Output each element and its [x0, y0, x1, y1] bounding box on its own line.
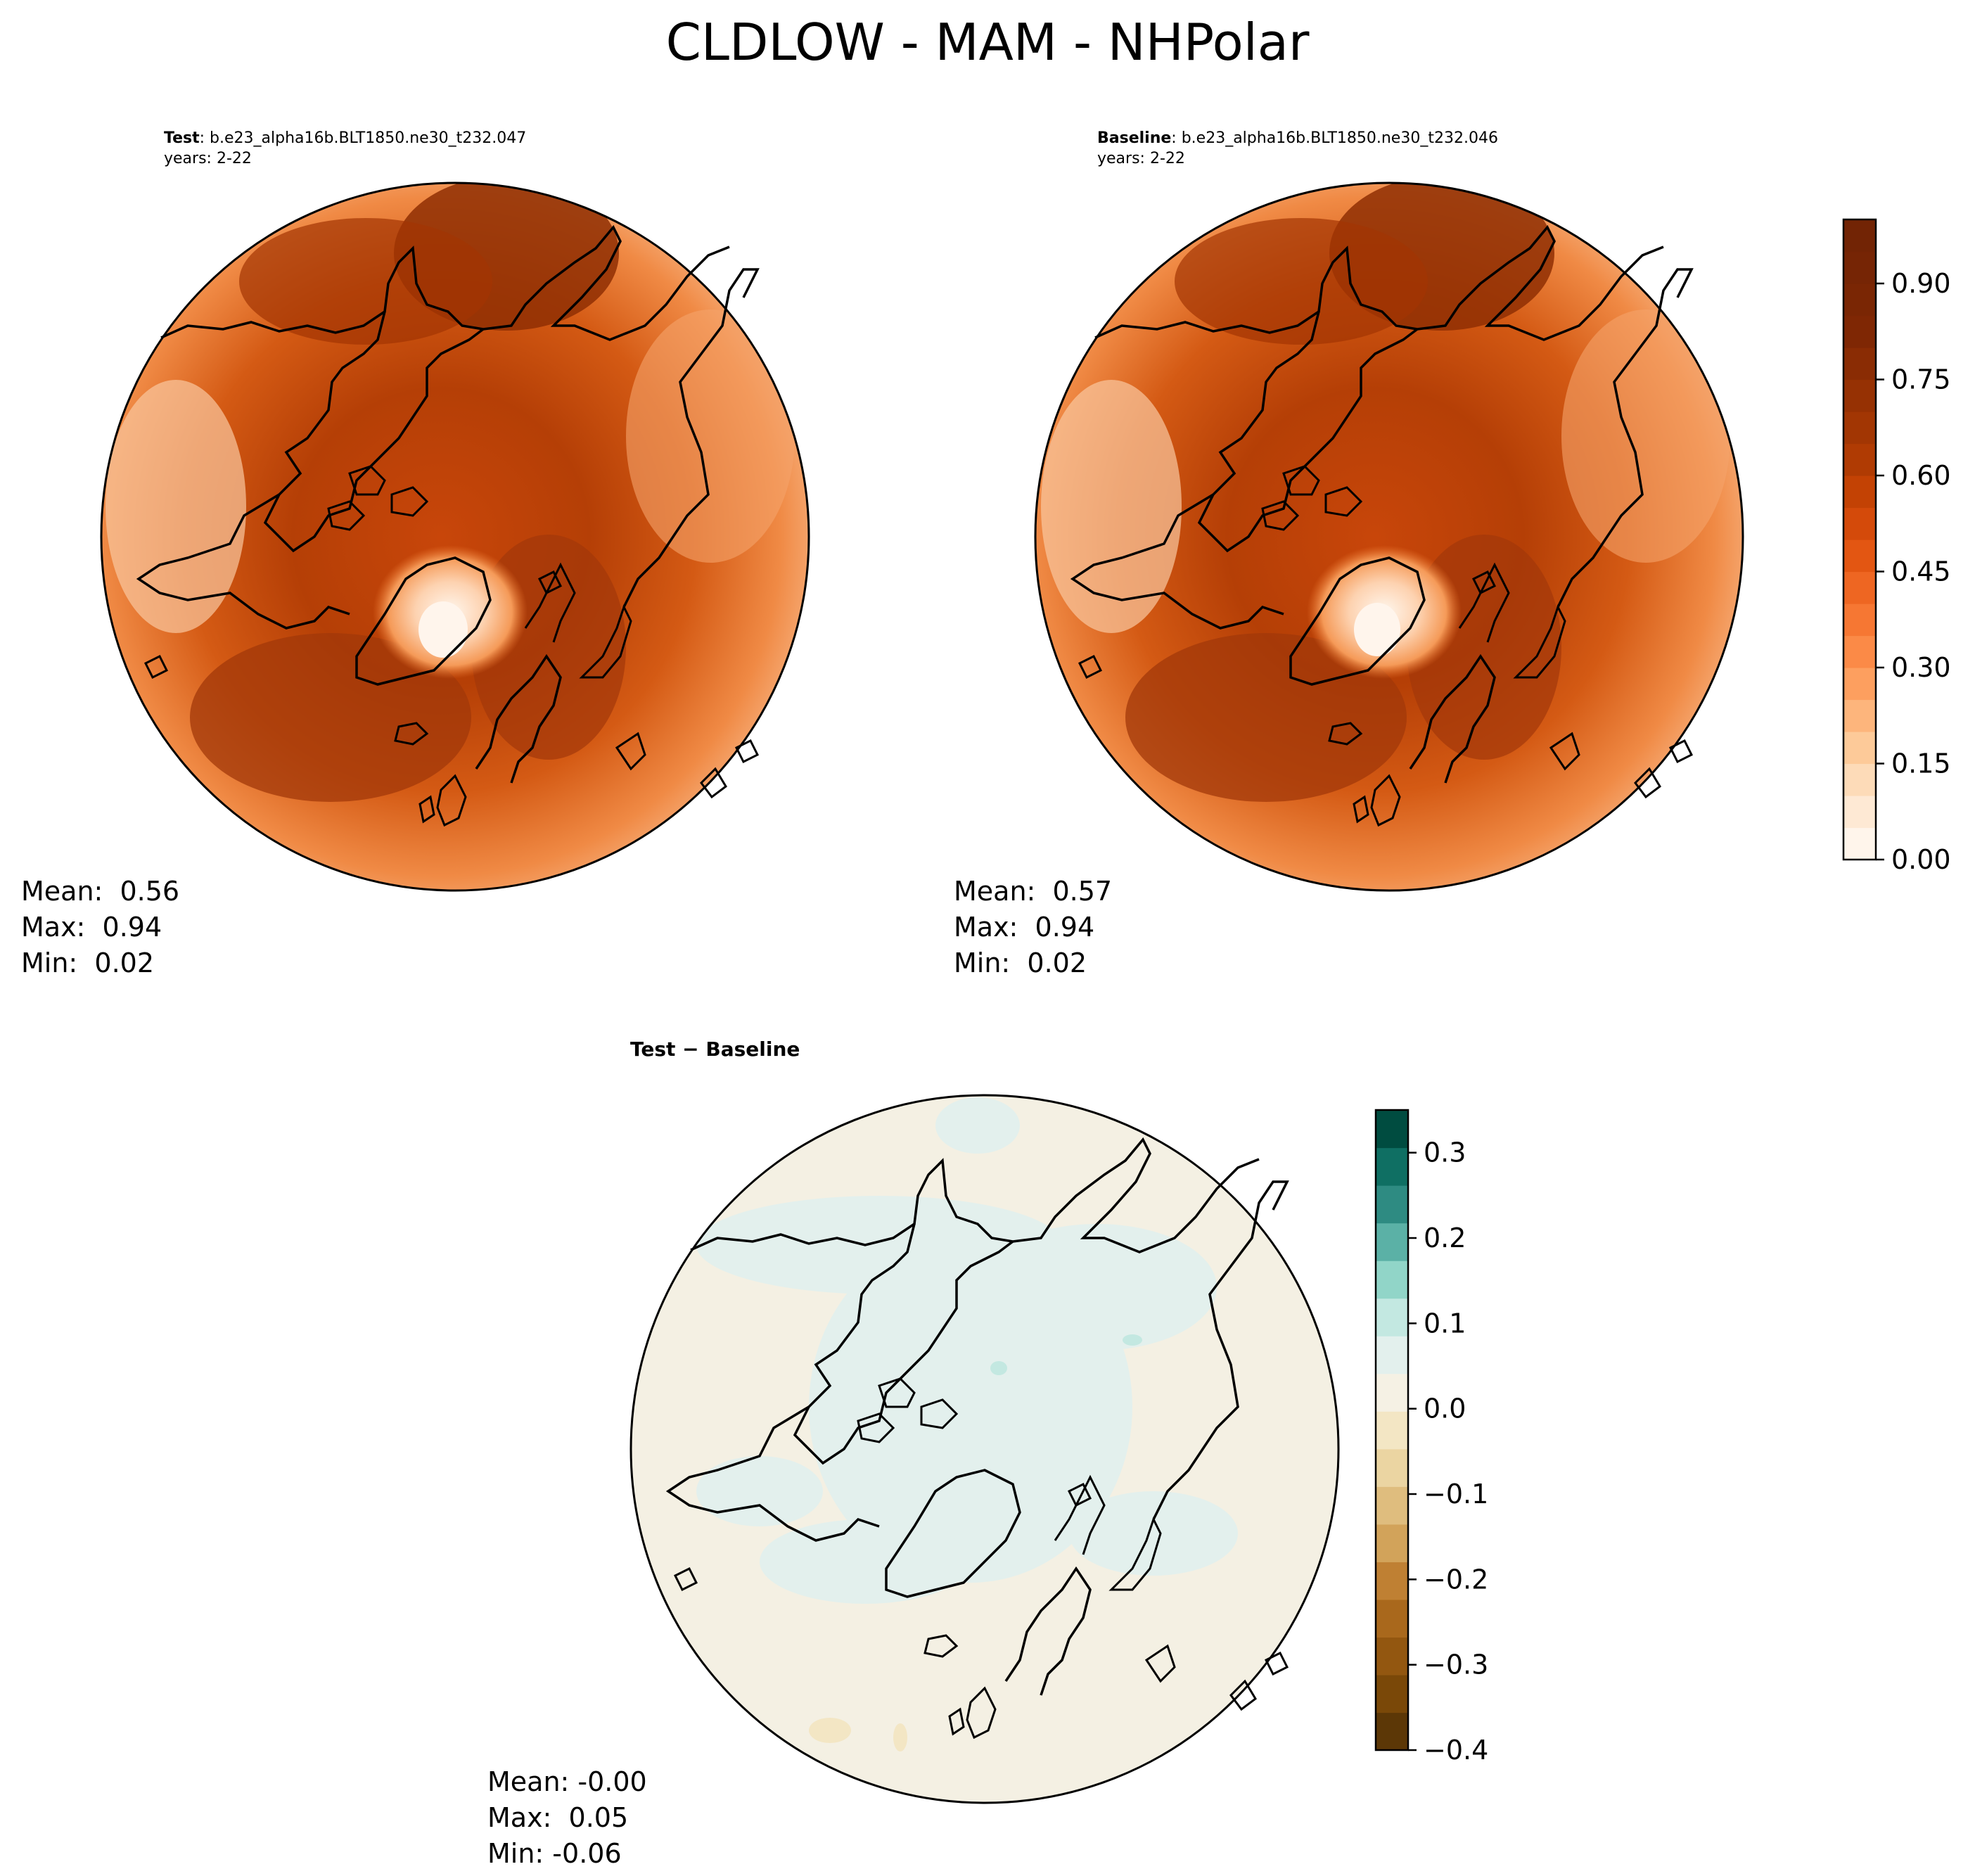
difference-colorbar-segment	[1376, 1298, 1408, 1336]
difference-colorbar-tick-label: 0.3	[1424, 1137, 1466, 1168]
difference-colorbar-tick-label: 0.2	[1424, 1223, 1466, 1253]
field-colorbar-segment	[1843, 379, 1876, 412]
difference-colorbar-segment	[1376, 1147, 1408, 1186]
difference-colorbar-segment	[1376, 1637, 1408, 1676]
field-colorbar-segment	[1843, 315, 1876, 348]
baseline-header: Baseline: b.e23_alpha16b.BLT1850.ne30_t2…	[1097, 129, 1498, 148]
difference-colorbar-segment	[1376, 1185, 1408, 1224]
difference-colorbar-segment	[1376, 1486, 1408, 1525]
baseline-years: years: 2-22	[1097, 150, 1185, 167]
difference-colorbar-segment	[1376, 1336, 1408, 1374]
baseline-case-name: : b.e23_alpha16b.BLT1850.ne30_t232.046	[1171, 129, 1498, 147]
difference-colorbar-segment	[1376, 1223, 1408, 1261]
test-map	[100, 181, 810, 892]
field-colorbar: 0.00 0.15 0.30 0.45 0.60 0.75 0.90	[1842, 218, 1951, 875]
difference-colorbar-tick-label: −0.1	[1424, 1479, 1488, 1510]
test-stats: Mean: 0.56 Max: 0.94 Min: 0.02	[21, 874, 179, 981]
field-colorbar-tick-label: 0.30	[1891, 652, 1951, 683]
field-colorbar-segment	[1843, 347, 1876, 381]
field-colorbar-tick-label: 0.60	[1891, 460, 1951, 491]
test-case-name: : b.e23_alpha16b.BLT1850.ne30_t232.047	[199, 129, 527, 147]
field-colorbar-tick-label: 0.00	[1891, 844, 1951, 875]
field-colorbar-segment	[1843, 251, 1876, 284]
field-colorbar-segment	[1843, 732, 1876, 765]
field-colorbar-segment	[1843, 507, 1876, 540]
test-header: Test: b.e23_alpha16b.BLT1850.ne30_t232.0…	[164, 129, 526, 148]
baseline-max: Max: 0.94	[954, 912, 1095, 943]
difference-colorbar-segment	[1376, 1411, 1408, 1450]
field-colorbar-tick-label: 0.45	[1891, 556, 1951, 587]
field-colorbar-segment	[1843, 827, 1876, 860]
difference-colorbar-segment	[1376, 1599, 1408, 1638]
difference-colorbar-segment	[1376, 1110, 1408, 1149]
test-label: Test	[164, 129, 200, 147]
field-colorbar-tick-label: 0.75	[1891, 364, 1951, 395]
field-colorbar-tick-label: 0.90	[1891, 268, 1951, 299]
difference-colorbar-frame	[1374, 1109, 1410, 1751]
field-colorbar-segment	[1843, 443, 1876, 476]
baseline-map	[1034, 181, 1744, 892]
field-colorbar-segment	[1843, 411, 1876, 445]
field-colorbar-segment	[1843, 796, 1876, 829]
figure-title: CLDLOW - MAM - NHPolar	[665, 13, 1310, 72]
test-years: years: 2-22	[164, 150, 252, 167]
field-colorbar-segment	[1843, 283, 1876, 317]
field-colorbar-tick-label: 0.15	[1891, 748, 1951, 779]
difference-colorbar-segment	[1376, 1261, 1408, 1299]
field-colorbar-segment	[1843, 540, 1876, 573]
baseline-stats: Mean: 0.57 Max: 0.94 Min: 0.02	[954, 874, 1112, 981]
baseline-mean: Mean: 0.57	[954, 876, 1113, 907]
field-colorbar-segment	[1843, 604, 1876, 637]
difference-colorbar-segment	[1376, 1674, 1408, 1714]
test-min: Min: 0.02	[21, 947, 154, 978]
field-colorbar-segment	[1843, 476, 1876, 509]
difference-colorbar-segment	[1376, 1712, 1408, 1751]
difference-map	[629, 1094, 1340, 1804]
difference-title: Test − Baseline	[630, 1038, 800, 1061]
difference-stats: Mean: -0.00 Max: 0.05 Min: -0.06	[487, 1764, 647, 1872]
baseline-min: Min: 0.02	[954, 947, 1087, 978]
difference-colorbar-tick-label: −0.2	[1424, 1564, 1488, 1595]
difference-colorbar-segment	[1376, 1562, 1408, 1600]
field-colorbar-frame	[1842, 218, 1877, 861]
difference-colorbar-tick-label: 0.1	[1424, 1308, 1466, 1339]
difference-mean: Mean: -0.00	[487, 1766, 647, 1797]
test-mean: Mean: 0.56	[21, 876, 180, 907]
baseline-label: Baseline	[1097, 129, 1172, 147]
difference-min: Min: -0.06	[487, 1838, 622, 1869]
difference-colorbar-tick-label: −0.4	[1424, 1735, 1488, 1766]
difference-max: Max: 0.05	[487, 1802, 629, 1833]
field-colorbar-segment	[1843, 219, 1876, 253]
test-max: Max: 0.94	[21, 912, 162, 943]
difference-colorbar-segment	[1376, 1373, 1408, 1412]
difference-colorbar-segment	[1376, 1524, 1408, 1562]
difference-colorbar-tick-label: 0.0	[1424, 1393, 1466, 1424]
difference-colorbar-tick-label: −0.3	[1424, 1650, 1488, 1680]
field-colorbar-segment	[1843, 571, 1876, 604]
field-colorbar-segment	[1843, 668, 1876, 701]
difference-colorbar-segment	[1376, 1448, 1408, 1487]
difference-colorbar: 0.3 0.2 0.1 0.0 −0.1 −0.2 −0.3 −0.4	[1374, 1109, 1488, 1766]
field-colorbar-segment	[1843, 635, 1876, 668]
field-colorbar-segment	[1843, 763, 1876, 796]
field-colorbar-segment	[1843, 699, 1876, 732]
